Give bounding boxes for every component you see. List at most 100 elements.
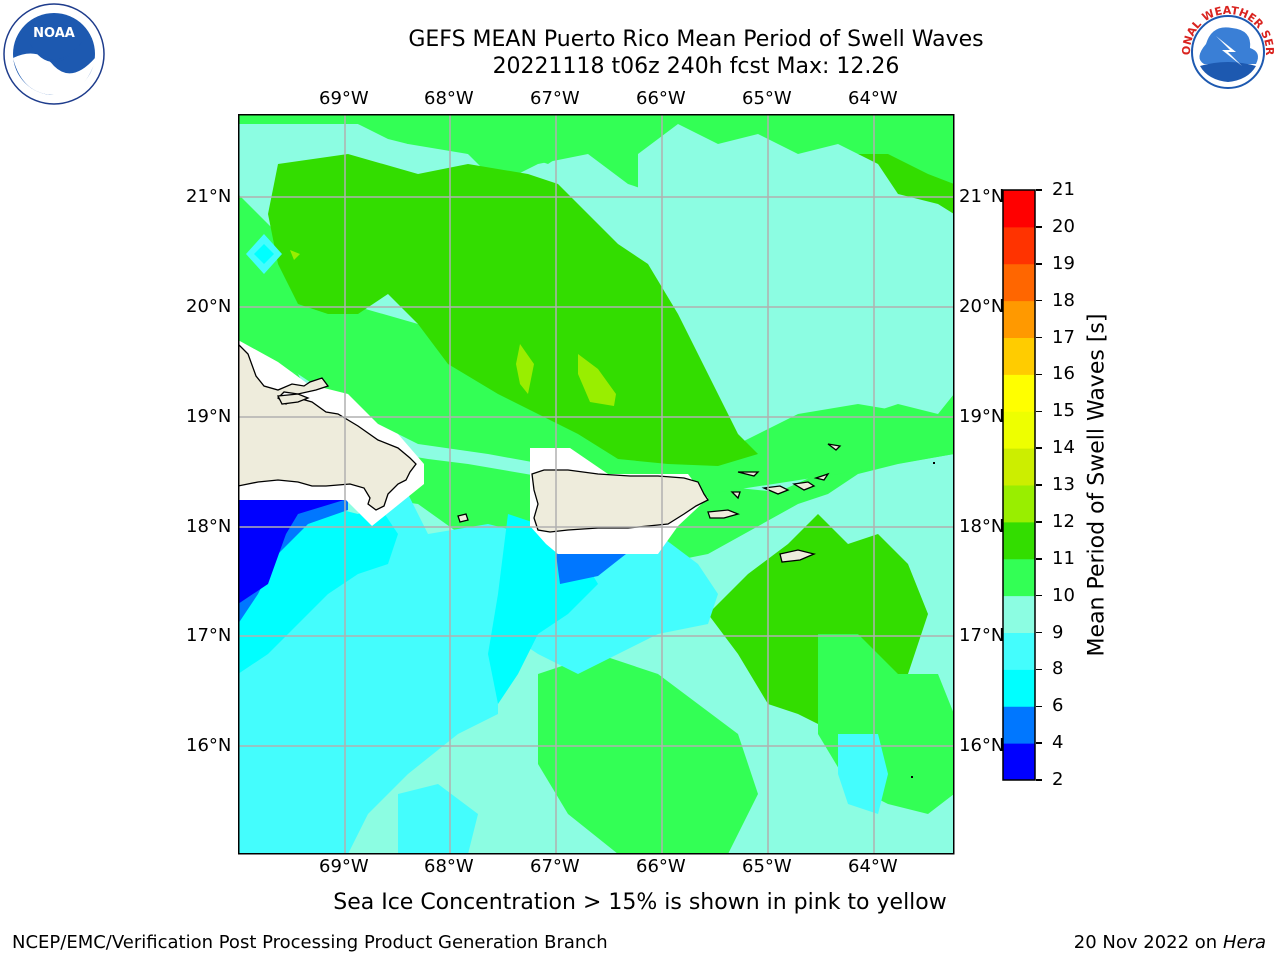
colorbar-tick-label: 14 [1052, 437, 1075, 459]
colorbar-swatch [1003, 337, 1035, 375]
lon-label-bottom: 68°W [424, 856, 474, 877]
land-mona [457, 513, 469, 523]
colorbar-swatch [1003, 300, 1035, 338]
colorbar-swatch [1003, 558, 1035, 597]
colorbar-tick-label: 9 [1052, 621, 1064, 643]
lon-label-bottom: 65°W [742, 856, 792, 877]
colorbar-tick-label: 4 [1052, 732, 1064, 754]
colorbar-tick [1036, 631, 1042, 634]
lat-label-right: 21°N [959, 186, 1005, 207]
swell-band-9to10-east [638, 124, 954, 344]
colorbar-tick [1036, 447, 1042, 449]
swell-band-11to12 [268, 154, 954, 734]
lat-label-left: 19°N [186, 406, 232, 427]
colorbar-swatch [1003, 226, 1035, 265]
render-date: 20 Nov 2022 on Hera [1073, 932, 1266, 953]
swell-band-2to4 [238, 500, 344, 604]
lon-label-top: 66°W [636, 88, 686, 109]
land-culebra [730, 491, 741, 500]
colorbar-tick [1036, 742, 1042, 744]
graticule [238, 114, 954, 854]
land-st-croix [779, 549, 817, 563]
land-virgin-islands-virgin-gorda [813, 472, 830, 481]
land-hispaniola [238, 343, 417, 511]
land-gonave [276, 393, 310, 405]
colorbar-swatch [1003, 263, 1035, 302]
sea-ice-note: Sea Ice Concentration > 15% is shown in … [333, 890, 947, 915]
colorbar-tick-label: 13 [1052, 474, 1075, 495]
colorbar-tick-label: 10 [1052, 584, 1075, 606]
noaa-logo: NOAA [3, 3, 105, 105]
nws-logo: NATIONAL WEATHER SERVICE [1176, 0, 1277, 101]
colorbar-tick [1036, 779, 1042, 781]
colorbar-tick [1036, 373, 1042, 376]
colorbar-tick-label: 15 [1052, 400, 1075, 422]
lon-label-top: 65°W [742, 88, 792, 109]
lon-label-top: 69°W [319, 88, 369, 109]
colorbar-tick-label: 11 [1052, 547, 1075, 569]
lat-label-right: 19°N [959, 406, 1005, 427]
colorbar-tick [1036, 484, 1042, 486]
lon-label-bottom: 67°W [530, 856, 580, 877]
colorbar-tick [1036, 226, 1042, 228]
lat-label-left: 21°N [186, 186, 232, 207]
colorbar-tick [1036, 705, 1042, 707]
colorbar-tick [1036, 594, 1042, 597]
colorbar-swatch [1003, 448, 1035, 486]
producer-credit: NCEP/EMC/Verification Post Processing Pr… [12, 932, 608, 953]
land-sombrero [737, 471, 760, 477]
land-puerto-rico [531, 469, 709, 533]
map-panel [238, 114, 955, 855]
colorbar-label: Mean Period of Swell Waves [s] [1084, 313, 1110, 657]
colorbar-tick-label: 20 [1052, 215, 1075, 237]
colorbar-tick [1036, 558, 1042, 560]
lon-label-bottom: 64°W [848, 856, 898, 877]
swell-band-6to8 [238, 504, 598, 704]
colorbar-tick-label: 18 [1052, 289, 1075, 311]
map-title: GEFS MEAN Puerto Rico Mean Period of Swe… [408, 27, 984, 52]
lat-label-left: 16°N [186, 735, 232, 756]
colorbar [1002, 189, 1036, 781]
colorbar-swatch [1003, 706, 1035, 744]
colorbar-tick-label: 16 [1052, 363, 1075, 385]
svg-text:NOAA: NOAA [33, 26, 75, 41]
colorbar-swatch [1003, 521, 1035, 560]
land-virgin-islands-tortola [792, 481, 816, 491]
colorbar-swatch [1003, 669, 1035, 707]
colorbar-tick [1036, 668, 1042, 671]
land-anegada [827, 443, 842, 451]
lon-label-bottom: 69°W [319, 856, 369, 877]
colorbar-tick [1036, 263, 1042, 265]
colorbar-tick-label: 21 [1052, 179, 1075, 200]
colorbar-tick [1036, 189, 1042, 191]
lon-label-bottom: 66°W [636, 856, 686, 877]
host-name: Hera [1222, 932, 1266, 953]
colorbar-tick-label: 12 [1052, 510, 1075, 532]
lon-label-top: 68°W [424, 88, 474, 109]
colorbar-tick [1036, 299, 1042, 302]
colorbar-swatch [1003, 743, 1035, 781]
colorbar-swatch [1003, 632, 1035, 670]
land-vieques [707, 509, 741, 519]
colorbar-swatch [1003, 411, 1035, 449]
colorbar-swatch [1003, 485, 1035, 523]
colorbar-tick [1036, 521, 1042, 523]
lat-label-right: 16°N [959, 735, 1005, 756]
colorbar-tick [1036, 336, 1042, 339]
map-subtitle: 20221118 t06z 240h fcst Max: 12.26 [492, 54, 900, 79]
lat-label-right: 18°N [959, 516, 1005, 537]
colorbar-tick-label: 6 [1052, 695, 1064, 717]
colorbar-tick-label: 19 [1052, 252, 1075, 274]
colorbar-swatch [1003, 374, 1035, 412]
lon-label-top: 67°W [530, 88, 580, 109]
lat-label-left: 18°N [186, 516, 232, 537]
colorbar-tick [1036, 410, 1042, 412]
lat-label-right: 17°N [959, 625, 1005, 646]
lon-label-top: 64°W [848, 88, 898, 109]
colorbar-tick-label: 17 [1052, 326, 1075, 348]
colorbar-swatch [1003, 595, 1035, 633]
lat-label-left: 17°N [186, 625, 232, 646]
lat-label-left: 20°N [186, 296, 232, 317]
land-virgin-islands-st-thomas [761, 485, 790, 495]
colorbar-swatch [1003, 190, 1035, 228]
